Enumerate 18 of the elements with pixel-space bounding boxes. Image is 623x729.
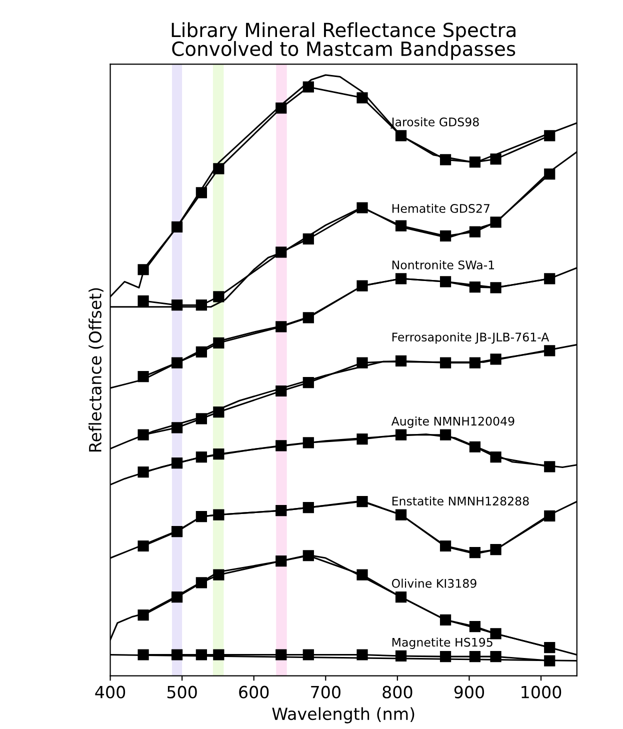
- series-label: Ferrosaponite JB-JLB-761-A: [392, 332, 550, 344]
- x-tick-label: 1000: [522, 686, 562, 698]
- x-tick-label: 900: [454, 686, 484, 698]
- x-tick-label: 800: [382, 686, 412, 698]
- x-tick-label: 700: [311, 686, 340, 698]
- chart-title: Library Mineral Reflectance Spectra Convolved to Mastcam Bandpasses: [172, 22, 516, 60]
- series-label: Jarosite GDS98: [390, 117, 479, 129]
- x-tick-label: 600: [239, 686, 269, 698]
- series-label: Nontronite SWa-1: [392, 260, 494, 270]
- series-label: Augite NMNH120049: [391, 416, 514, 428]
- series-label: Hematite GDS27: [392, 204, 490, 213]
- x-tick-label: 400: [95, 686, 126, 698]
- x-axis-title: Wavelength (nm): [272, 707, 414, 724]
- series-label: Olivine KI3189: [392, 578, 476, 588]
- series-label: Enstatite NMNH128288: [392, 496, 529, 506]
- x-tick-label: 500: [167, 686, 197, 698]
- series-label: Magnetite HS195: [392, 638, 492, 650]
- y-axis-title: Reflectance (Offset): [88, 288, 104, 452]
